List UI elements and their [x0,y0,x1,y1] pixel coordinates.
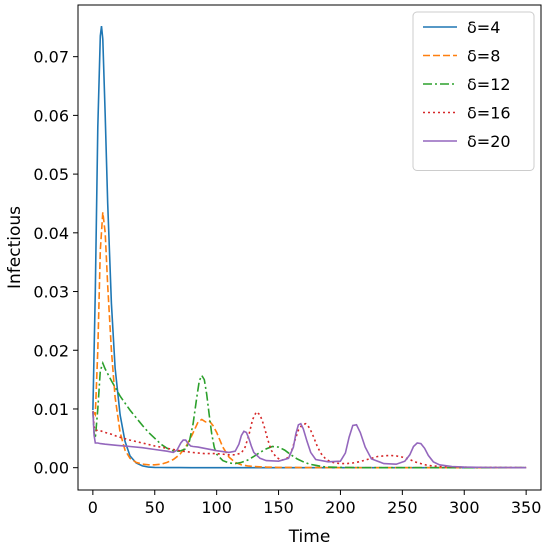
legend-label: δ=12 [467,75,511,94]
y-tick-label: 0.02 [33,341,69,360]
x-tick-label: 300 [449,498,480,517]
legend-label: δ=4 [467,18,500,37]
plot-frame [77,4,542,491]
series-line-4 [92,410,527,469]
legend-label: δ=20 [467,132,511,151]
y-tick-label: 0.05 [33,165,69,184]
y-tick-label: 0.01 [33,400,69,419]
y-tick-label: 0.00 [33,459,69,478]
series-line-2 [92,212,527,469]
x-tick-label: 200 [325,498,356,517]
y-axis-title: Infectious [5,206,25,289]
series-line-3 [92,360,527,469]
legend-box [412,11,535,171]
y-tick-label: 0.03 [33,283,69,302]
y-tick-label: 0.04 [33,224,69,243]
axes-layer: 0 50 100 150 200 250 300 350 0.00 0.01 0.02 0.03 0.0… [33,48,541,517]
y-tick-label: 0.07 [33,48,69,67]
legend-label: δ=8 [467,47,500,66]
series-layer [92,26,527,469]
y-tick-label: 0.06 [33,106,69,125]
x-tick-label: 150 [263,498,294,517]
legend-label: δ=16 [467,104,511,123]
series-line-5 [92,411,527,469]
legend: δ=4 δ=8 δ=12 δ=16 δ=20 [412,11,535,171]
x-tick-label: 100 [201,498,232,517]
x-tick-label: 0 [88,498,98,517]
x-tick-label: 50 [145,498,165,517]
x-axis-title: Time [288,527,331,547]
x-tick-label: 350 [511,498,542,517]
x-tick-label: 250 [387,498,418,517]
